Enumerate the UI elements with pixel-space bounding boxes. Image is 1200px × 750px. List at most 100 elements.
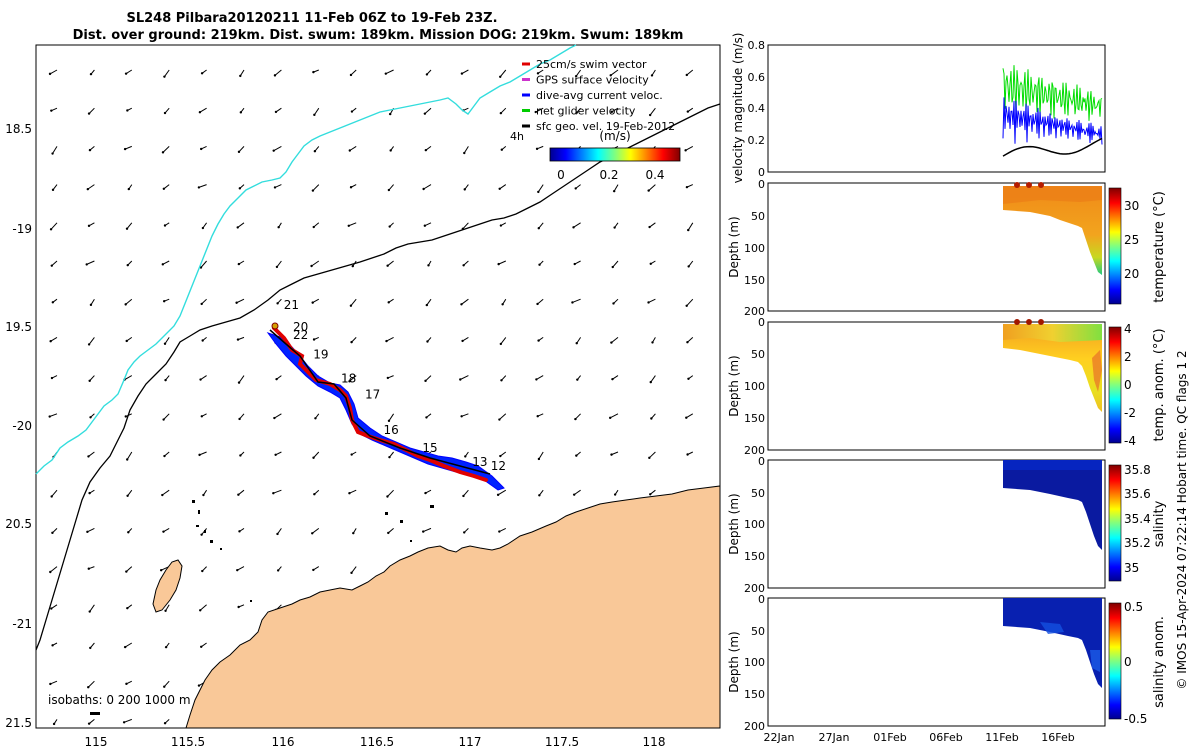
velocity-arrow: [350, 107, 357, 113]
velocity-arrow: [126, 260, 133, 267]
velocity-arrow: [51, 146, 58, 155]
map-x-tick: 115.5: [171, 735, 205, 749]
colorbar-tick-1: 0.2: [599, 168, 618, 182]
temp-anom-hot: [1092, 350, 1102, 392]
net-track-line: [269, 329, 491, 475]
day-label: 19: [313, 348, 328, 362]
velocity-arrow: [427, 260, 432, 267]
velocity-arrow: [312, 222, 320, 229]
velocity-arrow: [88, 489, 95, 495]
salanom-colorbar: [1108, 602, 1122, 720]
velocity-arrow: [575, 451, 581, 457]
velocity-arrow: [89, 69, 95, 76]
velocity-arrow: [163, 69, 170, 78]
vel-y-tick: 0.8: [748, 39, 766, 52]
velocity-arrow: [534, 107, 544, 114]
velocity-arrow: [460, 298, 469, 306]
series-net-glider-velocity: [1002, 65, 1103, 121]
velocity-arrow: [572, 489, 581, 496]
velocity-arrow: [425, 413, 432, 419]
velocity-arrow: [127, 528, 133, 534]
velocity-arrow: [686, 337, 694, 344]
figure-title-line2: Dist. over ground: 219km. Dist. swum: 18…: [73, 28, 684, 43]
velocity-arrow: [310, 260, 320, 268]
colorbar-tick-2: 0.4: [645, 168, 664, 182]
anom-dot: [1026, 319, 1032, 325]
velocity-arrow: [612, 298, 619, 305]
date-tick: 22Jan: [764, 731, 795, 744]
map-x-tick: 117.5: [545, 735, 579, 749]
map-y-tick: -20: [12, 419, 32, 433]
velocity-arrow: [49, 680, 58, 686]
salinity-surface: [1003, 460, 1102, 470]
footer-credit: © IMOS 15-Apr-2024 07:22:14 Hobart time.…: [1175, 350, 1189, 689]
velocity-arrow: [499, 69, 507, 79]
velocity-arrow: [311, 298, 320, 304]
velocity-arrow: [311, 184, 320, 192]
velocity-arrow: [236, 566, 245, 572]
date-tick: 11Feb: [985, 731, 1018, 744]
salanom-y-tick: 100: [744, 656, 765, 669]
anom-colorbar: [1108, 326, 1122, 444]
map-y-tick: -19: [12, 222, 32, 236]
velocity-arrow: [201, 566, 207, 573]
velocity-arrow: [426, 337, 432, 343]
velocity-arrow: [572, 222, 581, 229]
velocity-arrow: [687, 222, 694, 232]
sal-cb-tick: 35.4: [1124, 512, 1151, 526]
velocity-arrow: [387, 184, 394, 192]
velocity-arrow: [276, 528, 282, 536]
velocity-arrow: [650, 413, 656, 420]
glider-track: [266, 322, 505, 491]
anom-cb-tick: 2: [1124, 350, 1132, 364]
velocity-arrow: [237, 604, 245, 609]
anom-y-tick: 150: [744, 412, 765, 425]
velocity-arrow: [499, 451, 507, 458]
velocity-arrow: [87, 680, 95, 689]
velocity-arrow: [610, 451, 619, 456]
velocity-arrow: [125, 566, 133, 573]
salanom-y-tick: 50: [751, 625, 765, 638]
velocity-arrow: [425, 298, 432, 307]
velocity-arrow: [387, 413, 395, 423]
velocity-arrow: [87, 451, 95, 458]
map-x-tick: 116: [272, 735, 295, 749]
velocity-arrow: [277, 222, 282, 229]
velocity-arrow: [424, 489, 432, 495]
sal-y-tick: 200: [744, 582, 765, 595]
velocity-arrow: [50, 260, 58, 267]
legend-entry: net glider velocity: [522, 105, 636, 118]
velocity-arrow: [89, 413, 95, 419]
day-label: 12: [491, 459, 506, 473]
isobath-1000m: [35, 44, 577, 475]
velocity-arrow: [202, 489, 208, 497]
sal-cb-tick: 35.6: [1124, 487, 1151, 501]
velocity-arrow: [237, 260, 245, 266]
sal-anom-section: [1003, 598, 1102, 688]
velocity-arrow: [537, 451, 544, 461]
velocity-arrow: [87, 107, 95, 115]
anom-y-tick: 50: [751, 348, 765, 361]
velocity-arrow: [537, 222, 544, 230]
temperature-warm-layer: [1003, 186, 1102, 204]
velocity-arrow: [650, 69, 656, 77]
temp-colorbar: [1108, 187, 1122, 305]
temp-cb-label: temperature (°C): [1152, 191, 1167, 303]
velocity-arrow: [536, 69, 544, 75]
track-start-marker: [271, 322, 279, 330]
velocity-arrow: [239, 69, 245, 78]
velocity-arrow: [50, 107, 58, 112]
anom-y-tick: 100: [744, 380, 765, 393]
velocity-arrow: [199, 604, 207, 612]
velocity-ylabel: velocity magnitude (m/s): [731, 33, 745, 184]
anom-cb-tick: 0: [1124, 378, 1132, 392]
velocity-arrow: [387, 528, 394, 535]
velocity-arrow: [201, 337, 207, 342]
velocity-arrow: [88, 604, 95, 613]
velocity-arrow: [424, 145, 432, 152]
velocity-arrow: [461, 336, 469, 343]
velocity-arrow: [161, 146, 170, 154]
day-label: 20: [293, 320, 308, 334]
day-label: 13: [472, 455, 487, 469]
velocity-arrow: [125, 680, 133, 686]
